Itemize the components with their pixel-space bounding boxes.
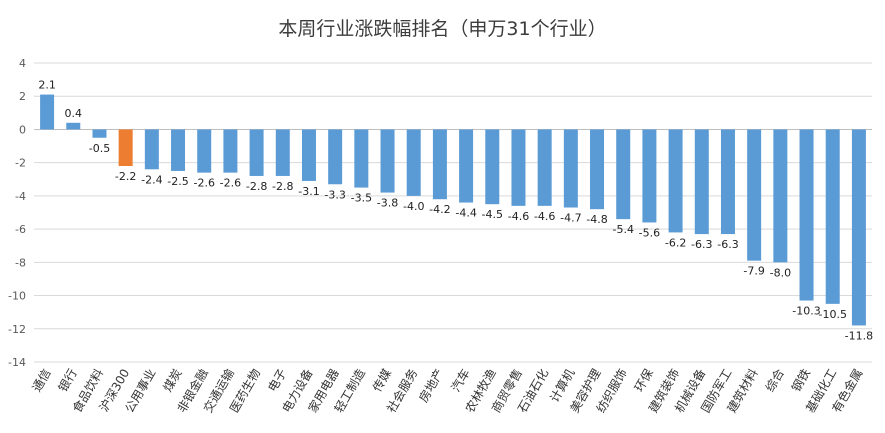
data-label: 2.1 <box>38 79 56 92</box>
data-label: -4.0 <box>403 200 424 213</box>
bar <box>40 94 55 130</box>
data-label: -0.5 <box>89 142 110 155</box>
bar <box>720 129 735 235</box>
data-label: -3.5 <box>351 192 372 205</box>
y-tick-label: -10 <box>8 290 26 303</box>
bar <box>380 129 395 193</box>
data-label: -2.6 <box>220 177 241 190</box>
data-label: -8.0 <box>770 266 791 279</box>
bar <box>144 129 159 170</box>
bar <box>825 129 840 304</box>
data-label: -2.5 <box>167 175 188 188</box>
data-label: -11.8 <box>845 329 873 342</box>
data-label: -10.3 <box>792 305 820 318</box>
data-label: -4.8 <box>586 213 607 226</box>
data-label: -5.6 <box>639 226 660 239</box>
category-label: 银行 <box>56 367 80 395</box>
data-label: -3.1 <box>298 185 319 198</box>
data-label: -2.6 <box>193 177 214 190</box>
category-label: 综合 <box>762 366 787 394</box>
data-label: -3.8 <box>377 197 398 210</box>
bar <box>432 129 447 200</box>
data-label: -6.3 <box>691 238 712 251</box>
data-label: -2.8 <box>272 180 293 193</box>
bar <box>537 129 552 206</box>
data-label: -3.3 <box>324 188 345 201</box>
bar <box>406 129 421 196</box>
bar <box>328 129 343 185</box>
category-label: 环保 <box>632 367 656 395</box>
bar <box>249 129 264 176</box>
data-label: -6.2 <box>665 236 686 249</box>
data-label: -7.9 <box>743 265 764 278</box>
bar <box>747 129 762 261</box>
data-label: -4.2 <box>429 203 450 216</box>
bar <box>773 129 788 263</box>
bar <box>616 129 631 220</box>
category-label: 传媒 <box>369 366 394 394</box>
data-label: -10.5 <box>818 308 846 321</box>
bar <box>301 129 316 181</box>
chart-title: 本周行业涨跌幅排名（申万31个行业） <box>278 18 607 40</box>
data-label: -5.4 <box>612 223 633 236</box>
bar <box>275 129 290 176</box>
data-label: -6.3 <box>717 238 738 251</box>
y-tick-label: 4 <box>19 57 26 70</box>
data-label: -4.7 <box>560 212 581 225</box>
y-tick-label: -6 <box>15 223 26 236</box>
category-label: 通信 <box>30 367 54 395</box>
data-label: -4.5 <box>482 208 503 221</box>
bar <box>642 129 657 223</box>
data-label: -2.4 <box>141 173 162 186</box>
bar <box>590 129 605 210</box>
y-tick-label: -14 <box>8 356 26 369</box>
y-tick-label: 0 <box>19 123 26 136</box>
bar <box>563 129 578 208</box>
category-label: 房地产 <box>416 366 447 405</box>
category-label: 汽车 <box>448 366 473 394</box>
bar <box>694 129 709 235</box>
category-label: 钢铁 <box>789 367 813 395</box>
bar <box>511 129 526 206</box>
bar <box>171 129 186 171</box>
bar <box>668 129 683 233</box>
bar <box>459 129 474 203</box>
y-tick-label: -4 <box>15 190 26 203</box>
category-label: 电子 <box>265 367 289 395</box>
bar <box>354 129 369 188</box>
data-label: -2.2 <box>115 170 136 183</box>
y-tick-label: -2 <box>15 157 26 170</box>
bar <box>197 129 212 173</box>
data-label: -2.8 <box>246 180 267 193</box>
category-label: 煤炭 <box>160 367 184 395</box>
bar <box>66 122 81 130</box>
y-tick-label: 2 <box>19 90 26 103</box>
bar <box>92 129 107 138</box>
data-label: -4.6 <box>508 210 529 223</box>
bar <box>799 129 814 301</box>
data-label: -4.4 <box>455 207 476 220</box>
bar <box>223 129 238 173</box>
bar <box>118 129 133 166</box>
data-label: 0.4 <box>65 107 83 120</box>
bar <box>485 129 500 205</box>
bar <box>851 129 866 326</box>
y-tick-label: -8 <box>15 256 26 269</box>
y-tick-label: -12 <box>8 323 26 336</box>
data-label: -4.6 <box>534 210 555 223</box>
